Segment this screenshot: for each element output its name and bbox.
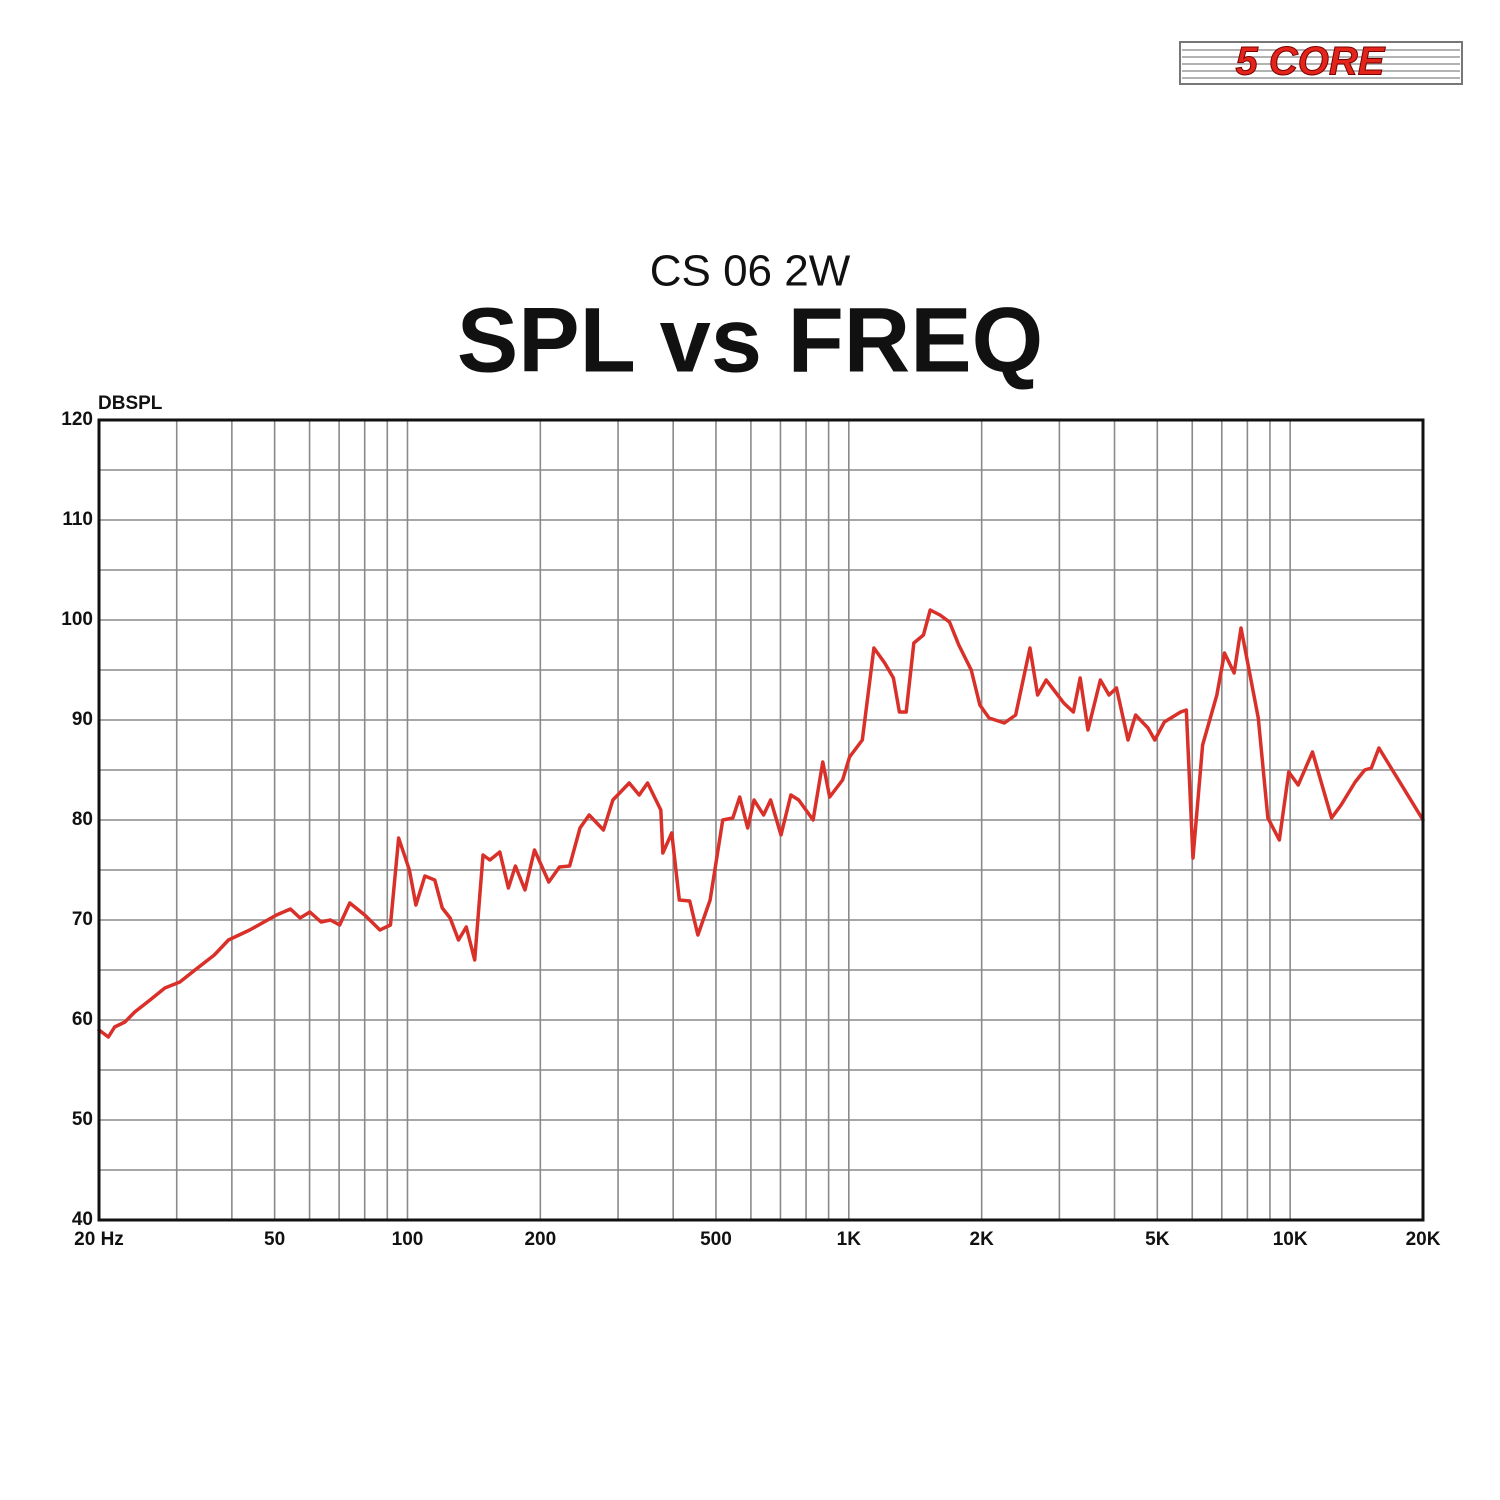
logo: 5 CORE <box>1179 39 1463 85</box>
y-tick-label: 70 <box>72 909 93 930</box>
y-tick-label: 100 <box>61 609 93 630</box>
x-tick-label: 2K <box>970 1229 995 1250</box>
x-tick-label: 10K <box>1273 1229 1308 1250</box>
x-tick-label: 5K <box>1145 1229 1170 1250</box>
x-tick-label: 200 <box>524 1229 556 1250</box>
tick-labels: 40 50 60 70 80 90 100 110 120 20 Hz 50 100 200 500 1K 2… <box>61 409 1440 1250</box>
y-tick-label: 120 <box>61 409 93 430</box>
y-tick-label: 50 <box>72 1109 93 1130</box>
x-tick-label: 50 <box>264 1229 285 1250</box>
logo-frame <box>1179 41 1463 85</box>
x-tick-label: 500 <box>700 1229 732 1250</box>
x-tick-label: 20 Hz <box>74 1229 124 1250</box>
x-tick-label: 100 <box>392 1229 424 1250</box>
y-tick-label: 110 <box>62 509 93 530</box>
logo-text: 5 CORE <box>1236 40 1386 84</box>
plot <box>97 608 1425 1039</box>
y-tick-label: 60 <box>72 1009 93 1030</box>
chart-title: SPL vs FREQ <box>457 289 1043 391</box>
logo-stripes <box>1182 49 1460 79</box>
y-axis-label: DBSPL <box>98 393 163 414</box>
data-line <box>97 608 1425 1039</box>
y-tick-label: 80 <box>72 809 93 830</box>
y-tick-label: 90 <box>72 709 93 730</box>
chart-subtitle: CS 06 2W <box>650 247 851 296</box>
y-tick-label: 40 <box>72 1209 93 1230</box>
grid <box>98 419 1424 1221</box>
x-tick-label: 1K <box>837 1229 862 1250</box>
x-tick-label: 20K <box>1406 1229 1441 1250</box>
plot-frame <box>97 418 1425 1222</box>
